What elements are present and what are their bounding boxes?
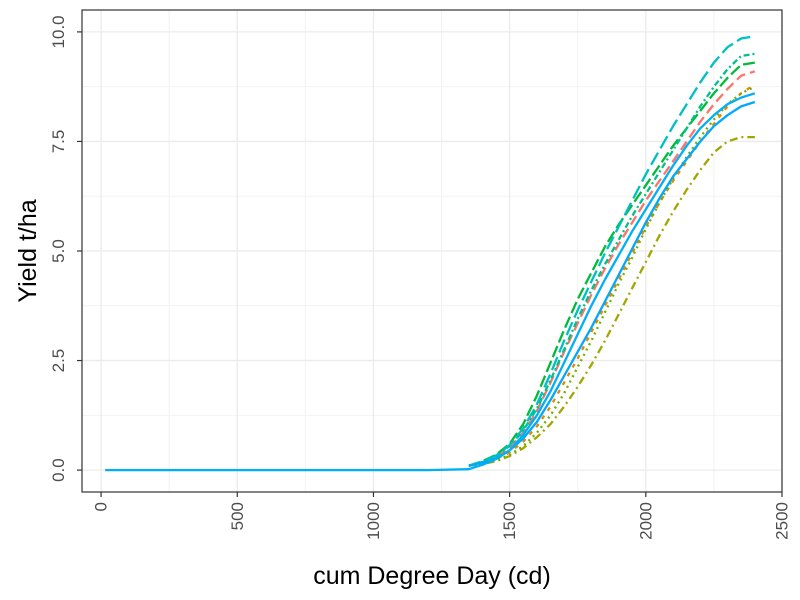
series-line-5: [468, 61, 755, 467]
axis-ticks: [77, 31, 783, 497]
y-tick-label: 2.5: [49, 349, 68, 373]
series-line-4: [468, 85, 756, 467]
series-line-3: [468, 135, 755, 467]
series-line-1: [468, 70, 756, 467]
x-tick-label: 500: [228, 502, 247, 530]
y-tick-label: 7.5: [49, 130, 68, 154]
x-tick-label: 2500: [773, 502, 792, 540]
series-line-8: [468, 100, 756, 467]
y-tick-label: 5.0: [49, 239, 68, 263]
y-axis-title: Yield t/ha: [14, 199, 42, 302]
y-tick-labels: 0.0 2.5 5.0 7.5 10.0: [49, 15, 68, 482]
series-line-6: [468, 52, 755, 467]
x-tick-label: 2000: [636, 502, 655, 540]
x-tick-label: 1000: [364, 502, 383, 540]
x-tick-label: 0: [92, 502, 111, 511]
x-tick-labels: 0 500 1000 1500 2000 2500: [92, 502, 792, 540]
y-tick-label: 10.0: [49, 15, 68, 48]
series-line-9: [105, 92, 756, 472]
y-tick-label: 0.0: [49, 458, 68, 482]
x-axis-title: cum Degree Day (cd): [313, 562, 551, 590]
series-lines: [105, 35, 756, 472]
grid-lines: [82, 10, 783, 492]
series-line-7: [468, 35, 755, 467]
x-tick-label: 1500: [500, 502, 519, 540]
